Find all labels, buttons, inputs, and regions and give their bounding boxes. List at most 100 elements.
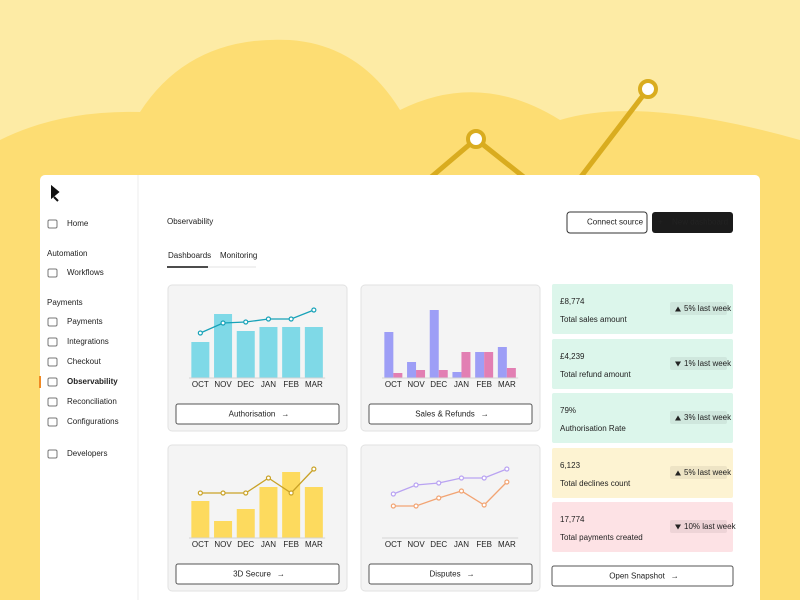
nav-icon xyxy=(47,268,58,278)
line-point xyxy=(265,475,272,481)
nav-icon xyxy=(47,337,58,347)
stat-label: Total refund amount xyxy=(560,370,631,379)
line-point xyxy=(481,475,487,481)
x-tick-label: NOV xyxy=(407,540,425,549)
nav-item[interactable]: Reconciliation xyxy=(67,397,117,406)
stat-value: 17,774 xyxy=(560,515,585,524)
line-point xyxy=(458,475,465,481)
bar xyxy=(282,472,301,538)
arrow-icon: → xyxy=(277,570,285,579)
stat-value: 6,123 xyxy=(560,461,581,470)
stat-label: Total sales amount xyxy=(560,315,627,324)
button[interactable] xyxy=(652,212,733,233)
tab[interactable]: Dashboards xyxy=(168,251,211,260)
bar xyxy=(191,342,210,378)
nav-icon xyxy=(47,449,58,459)
line-point xyxy=(243,319,249,325)
line-point xyxy=(413,503,419,509)
nav-item[interactable]: Workflows xyxy=(67,268,104,277)
x-tick-label: NOV xyxy=(214,540,232,549)
arrow-icon: → xyxy=(281,410,289,419)
nav-item[interactable]: Integrations xyxy=(67,337,109,346)
line-point xyxy=(288,490,294,496)
x-tick-label: JAN xyxy=(261,540,276,549)
x-tick-label: NOV xyxy=(214,380,232,389)
button-label: Open Snapshot xyxy=(609,572,665,581)
dashboard-card xyxy=(360,284,541,432)
stat-badge xyxy=(670,357,727,370)
line-point xyxy=(436,480,442,486)
nav-icon xyxy=(47,219,58,229)
bar xyxy=(506,368,516,378)
line-point xyxy=(220,490,226,496)
line xyxy=(393,468,508,495)
nav-icon xyxy=(47,417,58,427)
stat-label: Total payments created xyxy=(560,533,643,542)
direction-icon xyxy=(675,415,681,421)
stat-card xyxy=(552,448,733,498)
x-tick-label: MAR xyxy=(498,540,516,549)
x-tick-label: JAN xyxy=(454,540,469,549)
line-point xyxy=(390,491,396,497)
nav-item[interactable]: Home xyxy=(67,219,89,228)
direction-icon xyxy=(675,524,681,530)
arrow-icon: → xyxy=(467,570,475,579)
line-point xyxy=(504,466,510,472)
bar xyxy=(236,509,255,538)
x-tick-label: DEC xyxy=(237,540,254,549)
button-label: New dashboard xyxy=(672,218,728,227)
stat-change: 5% last week xyxy=(684,468,732,477)
nav-icon xyxy=(47,317,58,327)
bar xyxy=(236,331,255,378)
line-point xyxy=(220,320,226,326)
x-tick-label: NOV xyxy=(407,380,425,389)
bar xyxy=(438,370,448,378)
bar xyxy=(429,310,439,378)
line xyxy=(200,309,315,334)
bar xyxy=(259,487,278,538)
x-tick-label: FEB xyxy=(476,540,492,549)
line-point xyxy=(311,307,317,313)
line xyxy=(200,468,315,494)
card-button[interactable] xyxy=(175,563,340,585)
line-point xyxy=(436,495,442,501)
deco-dot xyxy=(638,79,658,99)
line-point xyxy=(197,330,203,336)
stat-badge xyxy=(670,411,727,424)
x-tick-label: DEC xyxy=(430,540,447,549)
bar xyxy=(384,332,394,378)
stat-card xyxy=(552,502,733,552)
button[interactable] xyxy=(566,211,648,234)
x-tick-label: MAR xyxy=(305,540,323,549)
stat-card xyxy=(552,393,733,443)
stat-badge xyxy=(670,520,727,533)
direction-icon xyxy=(675,470,681,476)
card-button[interactable] xyxy=(368,403,533,425)
button[interactable] xyxy=(551,565,734,587)
card-button-label: Disputes xyxy=(429,570,460,579)
x-tick-label: DEC xyxy=(237,380,254,389)
nav-item[interactable]: Observability xyxy=(67,377,118,386)
nav-item[interactable]: Developers xyxy=(67,449,107,458)
card-button-label: 3D Secure xyxy=(233,570,271,579)
bar xyxy=(393,373,403,378)
nav-icon xyxy=(47,357,58,367)
line-point xyxy=(265,316,272,322)
nav-item[interactable]: Payments xyxy=(67,317,103,326)
line-point xyxy=(311,466,317,472)
tab[interactable]: Monitoring xyxy=(220,251,257,260)
x-tick-label: FEB xyxy=(283,540,299,549)
card-button[interactable] xyxy=(175,403,340,425)
nav-icon xyxy=(47,397,58,407)
bar xyxy=(191,501,210,538)
direction-icon xyxy=(675,306,681,312)
x-tick-label: OCT xyxy=(192,380,209,389)
x-tick-label: JAN xyxy=(261,380,276,389)
bar xyxy=(259,327,278,378)
nav-item[interactable]: Checkout xyxy=(67,357,102,366)
nav-item[interactable]: Configurations xyxy=(67,417,119,426)
button-label: Connect source xyxy=(587,218,644,227)
stat-label: Total declines count xyxy=(560,479,631,488)
card-button[interactable] xyxy=(368,563,533,585)
